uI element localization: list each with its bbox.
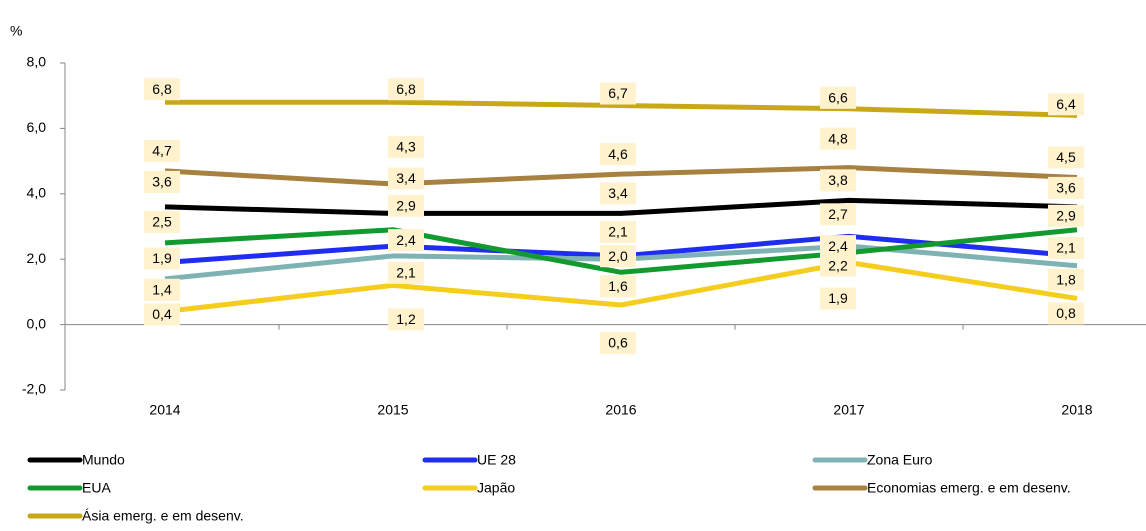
x-tick-label: 2016 <box>605 402 636 418</box>
data-label: 2,0 <box>608 248 628 264</box>
data-label-box <box>1048 176 1084 199</box>
data-label: 2,2 <box>828 257 848 273</box>
data-label: 4,5 <box>1056 149 1076 165</box>
legend: Mundo UE 28 Zona Euro EUA Japão Economias eme… <box>27 452 1071 524</box>
data-label: 3,8 <box>828 172 848 188</box>
data-label-box <box>600 143 636 166</box>
data-label-box <box>1048 93 1084 116</box>
y-unit-label: % <box>10 23 22 39</box>
legend-label: Zona Euro <box>867 452 933 468</box>
data-label: 3,4 <box>608 185 628 201</box>
y-tick-label: 6,0 <box>27 119 47 135</box>
data-label: 1,4 <box>152 282 172 298</box>
data-labels: 3,6 3,4 3,4 3,8 3,6 1,9 2,4 2,1 2,7 2,1 1,4 2,1 2,0 2… <box>144 78 1084 354</box>
legend-label: Mundo <box>82 452 125 468</box>
data-label-box <box>820 169 856 192</box>
data-label: 4,6 <box>608 146 628 162</box>
data-label-box <box>388 308 424 331</box>
data-label-box <box>388 78 424 101</box>
y-tick-label: 8,0 <box>27 54 47 70</box>
data-label-box <box>600 275 636 298</box>
data-label-box <box>388 135 424 158</box>
legend-label: UE 28 <box>477 452 516 468</box>
data-label-box <box>820 235 856 258</box>
data-label-box <box>820 287 856 310</box>
data-label: 1,6 <box>608 278 628 294</box>
legend-label: Economias emerg. e em desenv. <box>867 480 1071 496</box>
data-label-box <box>600 82 636 105</box>
x-tick-label: 2018 <box>1061 402 1092 418</box>
data-label: 6,8 <box>152 81 172 97</box>
data-label-box <box>388 167 424 190</box>
data-label-box <box>600 331 636 354</box>
series-line <box>164 197 1078 216</box>
data-label-box <box>600 182 636 205</box>
data-label-box <box>144 139 180 162</box>
data-label-box <box>820 127 856 150</box>
data-label: 2,1 <box>608 224 628 240</box>
series-line <box>164 259 1078 315</box>
data-label: 2,9 <box>396 197 416 213</box>
data-label: 2,1 <box>396 265 416 281</box>
legend-label: Ásia emerg. e em desenv. <box>82 508 244 524</box>
data-label: 6,8 <box>396 81 416 97</box>
legend-label: EUA <box>82 480 111 496</box>
data-label-box <box>388 194 424 217</box>
data-label-box <box>820 203 856 226</box>
series-line <box>164 227 1078 275</box>
data-label-box <box>820 254 856 277</box>
data-label: 3,6 <box>152 174 172 190</box>
data-label: 2,4 <box>828 238 848 254</box>
data-label-box <box>1048 204 1084 227</box>
data-label: 2,4 <box>396 232 416 248</box>
data-label: 6,7 <box>608 85 628 101</box>
data-label-box <box>1048 236 1084 259</box>
data-label-box <box>144 170 180 193</box>
data-label-box <box>1048 146 1084 169</box>
data-label-box <box>144 210 180 233</box>
data-label-box <box>144 78 180 101</box>
data-label-box <box>144 247 180 270</box>
data-label: 2,7 <box>828 206 848 222</box>
data-label: 0,4 <box>152 306 172 322</box>
data-label-box <box>1048 268 1084 291</box>
data-label: 0,8 <box>1056 305 1076 321</box>
x-tick-label: 2017 <box>833 402 864 418</box>
x-tick-label: 2015 <box>377 402 408 418</box>
legend-label: Japão <box>477 480 515 496</box>
data-label: 4,8 <box>828 130 848 146</box>
series-line <box>164 165 1078 187</box>
data-label: 2,9 <box>1056 207 1076 223</box>
data-label-box <box>388 229 424 252</box>
y-tick-label: -2,0 <box>22 381 46 397</box>
data-label: 1,8 <box>1056 271 1076 287</box>
data-label: 1,9 <box>828 290 848 306</box>
data-label: 2,1 <box>1056 240 1076 256</box>
data-label-box <box>600 220 636 243</box>
data-label: 6,4 <box>1056 96 1076 112</box>
data-label: 3,6 <box>1056 180 1076 196</box>
series-line <box>165 99 1078 118</box>
data-label: 6,6 <box>828 89 848 105</box>
data-label: 2,5 <box>152 214 172 230</box>
y-tick-label: 4,0 <box>27 185 47 201</box>
y-tick-label: 0,0 <box>27 315 47 331</box>
data-label: 4,7 <box>152 143 172 159</box>
data-label-box <box>144 278 180 301</box>
data-label: 3,4 <box>396 170 416 186</box>
data-label: 4,3 <box>396 139 416 155</box>
data-label-box <box>820 86 856 109</box>
axes: -2,0 0,0 2,0 4,0 6,0 8,0 2014 2015 2016 2017 2018 <box>22 54 1146 418</box>
data-label-box <box>144 303 180 326</box>
data-label-box <box>1048 302 1084 325</box>
data-label: 1,2 <box>396 311 416 327</box>
y-tick-label: 2,0 <box>27 250 47 266</box>
x-tick-label: 2014 <box>149 402 180 418</box>
data-label-box <box>600 245 636 268</box>
data-label: 0,6 <box>608 335 628 351</box>
data-label: 1,9 <box>152 250 172 266</box>
data-label-box <box>388 261 424 284</box>
